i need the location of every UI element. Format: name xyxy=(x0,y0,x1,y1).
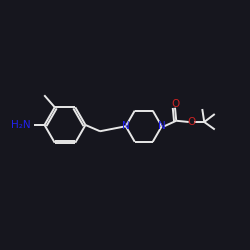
Text: O: O xyxy=(171,99,179,109)
Text: H₂N: H₂N xyxy=(11,120,30,130)
Text: O: O xyxy=(188,117,196,127)
Text: N: N xyxy=(122,121,130,131)
Text: N: N xyxy=(158,121,166,131)
